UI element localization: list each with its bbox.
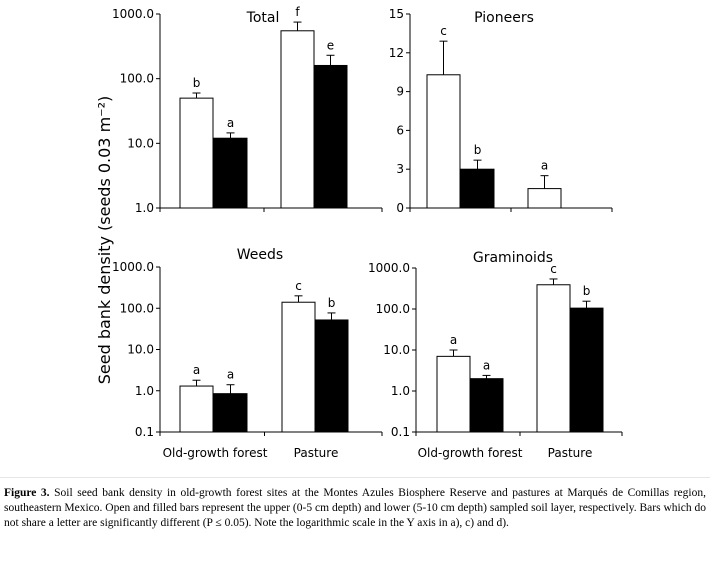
significance-letter: e <box>327 38 334 52</box>
panel-weeds: Weeds 0.1 1.0 10.0 100.0 1000.0 a a c b <box>112 247 383 439</box>
y-tick-label: 3 <box>396 162 404 176</box>
significance-letter: b <box>583 284 591 298</box>
bar-pasture-upper <box>527 188 562 209</box>
y-tick-label: 0.1 <box>135 425 154 439</box>
bar-old-growth-forest-upper <box>179 97 214 209</box>
bar-pasture-lower <box>569 307 604 433</box>
bar-old-growth-forest-lower <box>469 378 504 433</box>
figure-caption: Figure 3. Soil seed bank density in old-… <box>4 486 706 531</box>
x-category-label-right: Pasture <box>294 446 339 460</box>
y-tick-label: 100.0 <box>120 72 154 86</box>
significance-letter: c <box>295 279 302 293</box>
significance-letter: b <box>328 296 336 310</box>
significance-letter: a <box>227 116 234 130</box>
significance-letter: b <box>193 76 201 90</box>
y-tick-label: 10.0 <box>127 136 154 150</box>
bar-old-growth-forest-upper <box>179 385 214 433</box>
y-tick-label: 1.0 <box>391 384 410 398</box>
caption-label: Figure 3. <box>4 487 50 499</box>
significance-letter: f <box>295 5 300 19</box>
bar-pasture-lower <box>313 64 348 209</box>
bar-pasture-lower <box>314 319 349 433</box>
y-tick-label: 6 <box>396 123 404 137</box>
y-tick-label: 10.0 <box>383 343 410 357</box>
y-tick-label: 0 <box>396 201 404 215</box>
figure-panels: Seed bank density (seeds 0.03 m⁻²) Old-g… <box>95 5 623 460</box>
panel-title: Total <box>246 10 280 26</box>
y-tick-label: 100.0 <box>120 301 154 315</box>
y-tick-label: 1.0 <box>135 384 154 398</box>
significance-letter: a <box>541 159 548 173</box>
bar-old-growth-forest-lower <box>213 393 248 433</box>
significance-letter: c <box>440 24 447 38</box>
y-axis-label: Seed bank density (seeds 0.03 m⁻²) <box>95 96 114 385</box>
y-tick-label: 1.0 <box>135 201 154 215</box>
caption-divider <box>0 477 710 478</box>
y-tick-label: 1000.0 <box>112 260 154 274</box>
bar-old-growth-forest-lower <box>213 137 248 209</box>
panel-title: Pioneers <box>474 10 534 26</box>
significance-letter: a <box>227 368 234 382</box>
x-category-label-right-2: Pasture <box>548 446 593 460</box>
panel-title: Graminoids <box>473 250 553 266</box>
x-category-label-left: Old-growth forest <box>163 446 268 460</box>
y-tick-label: 1000.0 <box>368 261 410 275</box>
bar-pasture-upper <box>280 30 315 209</box>
panel-graminoids: Graminoids 0.1 1.0 10.0 100.0 1000.0 a a c b <box>368 250 623 439</box>
y-tick-label: 15 <box>389 7 404 21</box>
y-tick-label: 12 <box>389 46 404 60</box>
bar-pasture-upper <box>536 284 571 433</box>
caption-text: Soil seed bank density in old-growth for… <box>4 487 706 529</box>
y-tick-label: 10.0 <box>127 343 154 357</box>
significance-letter: a <box>450 333 457 347</box>
y-tick-label: 9 <box>396 85 404 99</box>
significance-letter: a <box>483 358 490 372</box>
significance-letter: b <box>474 143 482 157</box>
y-tick-label: 100.0 <box>376 302 410 316</box>
panel-pioneers: Pioneers 0 3 6 9 12 15 c b a <box>389 7 613 215</box>
bar-old-growth-forest-upper <box>436 355 471 433</box>
panel-total: Total 1.0 10.0 100.0 1000.0 b a f e <box>112 5 383 215</box>
panel-title: Weeds <box>237 247 283 263</box>
y-tick-label: 1000.0 <box>112 7 154 21</box>
bar-old-growth-forest-lower <box>460 168 495 209</box>
y-tick-label: 0.1 <box>391 425 410 439</box>
bar-pasture-upper <box>281 301 316 433</box>
significance-letter: a <box>193 363 200 377</box>
bar-old-growth-forest-upper <box>426 74 461 209</box>
x-category-label-left-2: Old-growth forest <box>418 446 523 460</box>
significance-letter: c <box>550 262 557 276</box>
